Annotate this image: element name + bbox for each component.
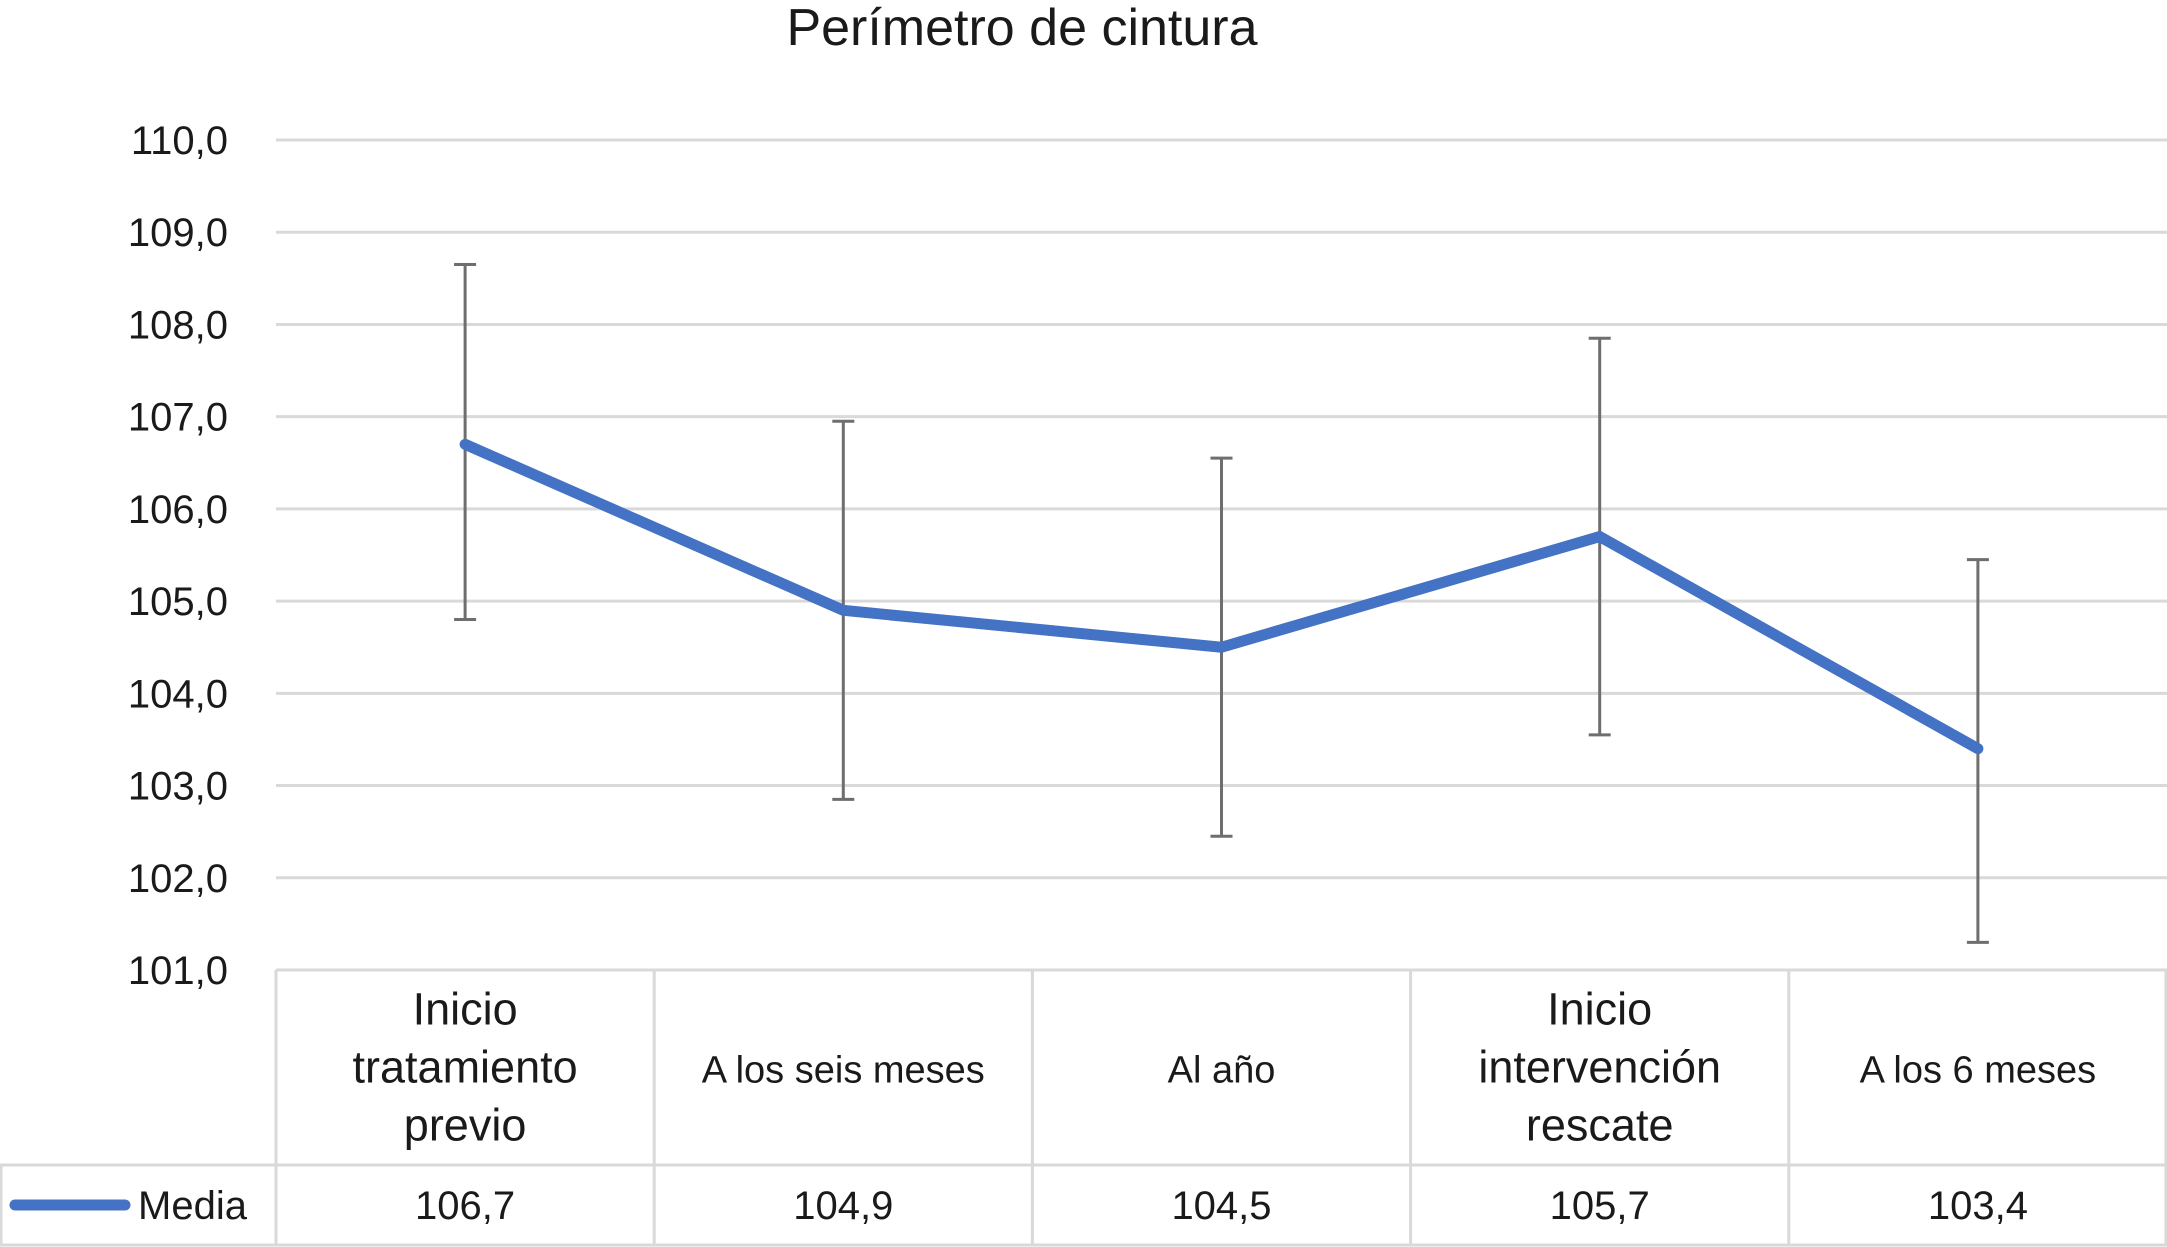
data-value: 104,9 (793, 1184, 893, 1228)
error-bars (454, 263, 1989, 944)
y-tick-label: 104,0 (128, 672, 228, 716)
data-value: 104,5 (1171, 1184, 1271, 1228)
series-line-media (459, 438, 1984, 755)
category-label: Inicio (1547, 984, 1652, 1035)
category-label: A los 6 meses (1860, 1050, 2097, 1092)
data-value: 106,7 (415, 1184, 515, 1228)
legend-label: Media (138, 1184, 248, 1228)
data-value: 103,4 (1928, 1184, 2028, 1228)
category-label: rescate (1526, 1100, 1674, 1151)
y-tick-label: 102,0 (128, 857, 228, 901)
y-tick-label: 105,0 (128, 580, 228, 624)
category-labels: Inicio tratamiento previo A los seis meses A… (353, 984, 2097, 1151)
data-table (0, 968, 2167, 1247)
series-lines (459, 438, 1984, 755)
category-label: Inicio (413, 984, 518, 1035)
y-tick-label: 101,0 (128, 949, 228, 993)
category-label: tratamiento (353, 1042, 578, 1093)
category-label: Al año (1168, 1050, 1276, 1092)
data-values: 106,7 104,9 104,5 105,7 103,4 (415, 1184, 2028, 1228)
chart-title: Perímetro de cintura (786, 0, 1257, 57)
y-tick-label: 107,0 (128, 396, 228, 440)
y-tick-label: 103,0 (128, 765, 228, 809)
y-tick-label: 108,0 (128, 303, 228, 347)
category-label: previo (404, 1100, 527, 1151)
y-tick-label: 106,0 (128, 488, 228, 532)
y-tick-label: 110,0 (131, 119, 228, 163)
legend: Media (9, 1184, 248, 1228)
y-tick-label: 109,0 (128, 211, 228, 255)
category-label: intervención (1478, 1042, 1721, 1093)
category-label: A los seis meses (702, 1050, 985, 1092)
data-value: 105,7 (1550, 1184, 1650, 1228)
y-axis-ticks: 110,0 109,0 108,0 107,0 106,0 105,0 104,0 103,0… (128, 119, 228, 993)
